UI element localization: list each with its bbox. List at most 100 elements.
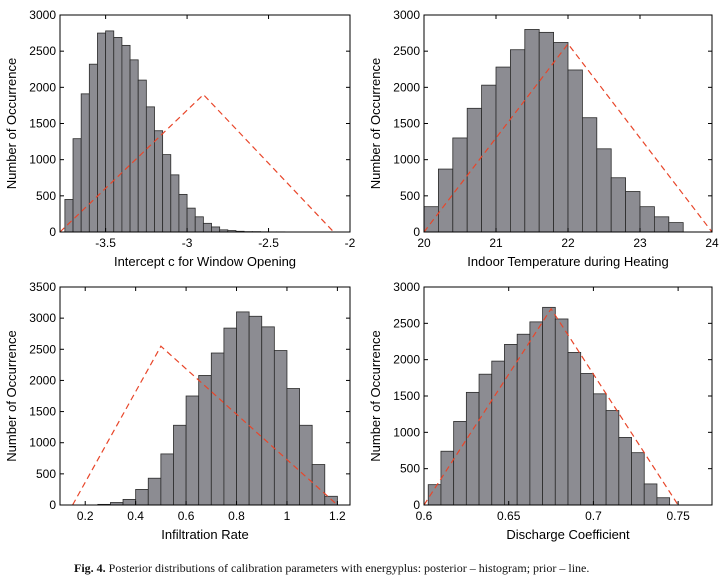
histogram-bar <box>554 318 569 506</box>
histogram-bar <box>122 498 137 506</box>
histogram-bar <box>162 154 172 233</box>
histogram-bar <box>137 79 147 233</box>
y-tick-label: 0 <box>413 225 420 239</box>
x-tick-label: 0.8 <box>228 509 245 523</box>
y-tick-label: 0 <box>49 225 56 239</box>
histogram-bar <box>210 352 225 506</box>
x-tick-label: 1 <box>284 509 291 523</box>
x-tick-label: 24 <box>705 236 719 250</box>
histogram-bar <box>453 421 467 506</box>
caption-label: Fig. 4. <box>74 561 106 575</box>
histogram-bar <box>596 148 612 233</box>
x-tick-label: 0.75 <box>666 509 690 523</box>
histogram-bar <box>478 373 493 506</box>
histogram-bar <box>211 226 221 233</box>
y-tick-label: 3500 <box>29 280 56 294</box>
histogram-bar <box>154 130 164 233</box>
histogram-bar <box>72 138 82 233</box>
y-tick-label: 2500 <box>29 44 56 58</box>
histogram-bar <box>121 44 131 233</box>
y-tick-label: 1500 <box>393 117 420 131</box>
histogram-bar <box>170 174 180 233</box>
x-tick-label: 0.2 <box>77 509 94 523</box>
y-tick-label: 500 <box>400 189 420 203</box>
histogram-bar <box>452 137 468 233</box>
y-tick-label: 0 <box>49 498 56 512</box>
x-tick-label: 0.7 <box>585 509 602 523</box>
prior-line <box>59 93 335 233</box>
histogram-bar <box>625 191 641 233</box>
y-tick-label: 500 <box>36 189 56 203</box>
x-tick-label: -2.5 <box>258 236 279 250</box>
x-axis-label: Indoor Temperature during Heating <box>467 254 668 269</box>
histogram-bar <box>173 424 187 506</box>
y-axis-label: Number of Occurrence <box>368 58 383 190</box>
histogram-bar <box>437 168 454 233</box>
figure-caption: Fig. 4. Posterior distributions of calib… <box>74 561 589 576</box>
histogram-bar <box>286 388 300 506</box>
x-axis-label: Discharge Coefficient <box>506 527 630 542</box>
histogram-bar <box>643 483 658 506</box>
histogram-bar <box>538 31 555 233</box>
histogram-bar <box>580 373 594 506</box>
y-tick-label: 1500 <box>29 405 56 419</box>
histogram-bar <box>516 333 531 506</box>
x-tick-label: 23 <box>633 236 647 250</box>
histogram-bar <box>465 391 480 506</box>
histogram-bar <box>147 477 162 506</box>
histogram-bar <box>160 453 174 506</box>
histogram-bar <box>504 344 518 506</box>
y-tick-label: 1000 <box>393 153 420 167</box>
histogram-bar <box>495 66 511 233</box>
prior-line <box>72 345 338 506</box>
y-axis-label: Number of Occurrence <box>368 330 383 462</box>
x-tick-label: -2 <box>345 236 356 250</box>
x-axis-label: Intercept c for Window Opening <box>114 254 296 269</box>
histogram-bar <box>324 495 338 506</box>
x-axis-label: Infiltration Rate <box>161 527 248 542</box>
chart-panel-4: 0.6 0.65 0.7 0.75 0 500 1000 1500 2000 2500 3000 Di… <box>368 280 713 542</box>
prior-line <box>423 307 679 506</box>
y-tick-label: 3000 <box>393 8 420 22</box>
y-tick-label: 1000 <box>29 436 56 450</box>
x-tick-label: 0.65 <box>497 509 521 523</box>
histogram-bar <box>605 410 620 506</box>
histogram-bar <box>185 395 200 506</box>
histogram-bar <box>567 69 583 233</box>
histogram-bar <box>248 315 263 506</box>
y-tick-label: 0 <box>413 498 420 512</box>
x-tick-label: 22 <box>561 236 575 250</box>
histogram-bar <box>668 222 684 233</box>
x-tick-label: -3.5 <box>95 236 116 250</box>
histogram-bar <box>631 452 645 506</box>
histogram-bar <box>198 375 212 506</box>
y-tick-label: 2000 <box>393 353 420 367</box>
histogram-bar <box>64 199 74 233</box>
histogram-bar <box>145 106 155 233</box>
y-tick-label: 3000 <box>29 8 56 22</box>
y-tick-label: 2500 <box>393 316 420 330</box>
y-tick-label: 500 <box>400 462 420 476</box>
histogram-bar <box>194 216 204 233</box>
y-tick-label: 1000 <box>393 425 420 439</box>
histogram-bar <box>524 29 540 233</box>
histogram-bar <box>553 42 569 233</box>
histogram-bar <box>481 84 497 233</box>
chart-panel-3: 0.2 0.4 0.6 0.8 1 1.2 0 500 1000 1500 2000 2500 3000… <box>4 280 351 542</box>
y-tick-label: 1500 <box>29 117 56 131</box>
histogram-bar <box>178 193 188 233</box>
histogram-bar <box>223 327 237 506</box>
histogram-bar <box>97 32 107 233</box>
y-tick-label: 2000 <box>29 80 56 94</box>
histogram-bar <box>593 393 607 506</box>
histogram-bar <box>610 177 627 233</box>
y-tick-label: 500 <box>36 467 56 481</box>
chart-panel-1: -3.5 -3 -2.5 -2 0 500 1000 1500 2000 2500 3000 Inte… <box>4 8 356 269</box>
caption-text: Posterior distributions of calibration p… <box>108 561 590 575</box>
y-tick-label: 2000 <box>29 373 56 387</box>
x-tick-label: 1.2 <box>329 509 346 523</box>
y-tick-label: 1500 <box>393 389 420 403</box>
y-tick-label: 2000 <box>393 80 420 94</box>
histogram-bar <box>656 497 671 506</box>
